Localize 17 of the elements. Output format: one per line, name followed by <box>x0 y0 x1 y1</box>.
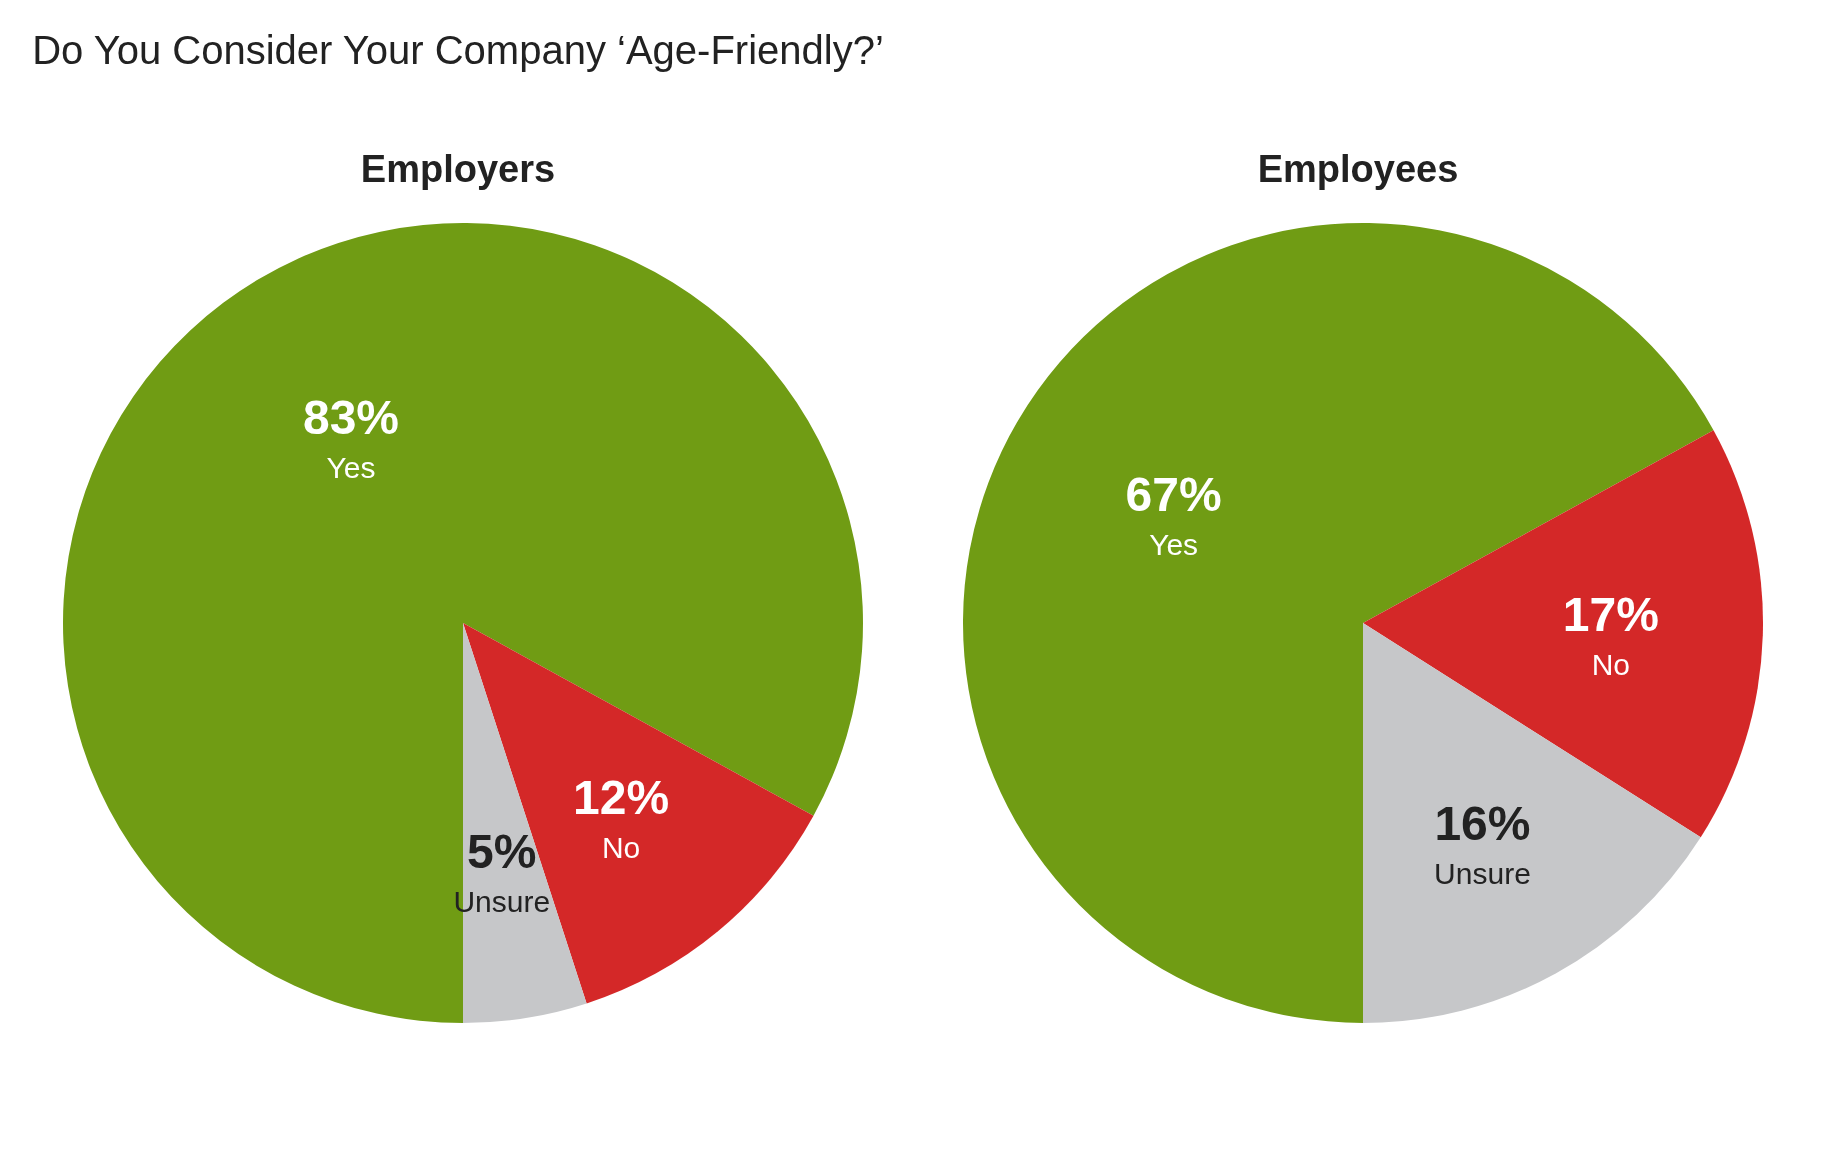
chart-title: Do You Consider Your Company ‘Age-Friendly?’ <box>32 28 884 72</box>
chart-subtitle: Employers <box>359 148 557 192</box>
slice-label: No <box>601 831 641 865</box>
pie-slice <box>1363 430 1763 838</box>
chart-subtitle: Employees <box>1256 148 1460 192</box>
pie-slice <box>63 223 863 1023</box>
slice-label: No <box>1591 647 1631 681</box>
slice-label: Yes <box>326 450 376 484</box>
data-label: 17% <box>1562 587 1659 641</box>
data-label: 12% <box>573 771 670 825</box>
data-label: 16% <box>1434 797 1531 851</box>
data-label: 83% <box>302 390 400 444</box>
data-label: 5% <box>467 824 537 878</box>
data-label: 67% <box>1125 468 1222 522</box>
slice-label: Yes <box>1149 528 1199 562</box>
slice-label: Unsure <box>1434 857 1531 891</box>
pie-slice <box>963 223 1714 1023</box>
